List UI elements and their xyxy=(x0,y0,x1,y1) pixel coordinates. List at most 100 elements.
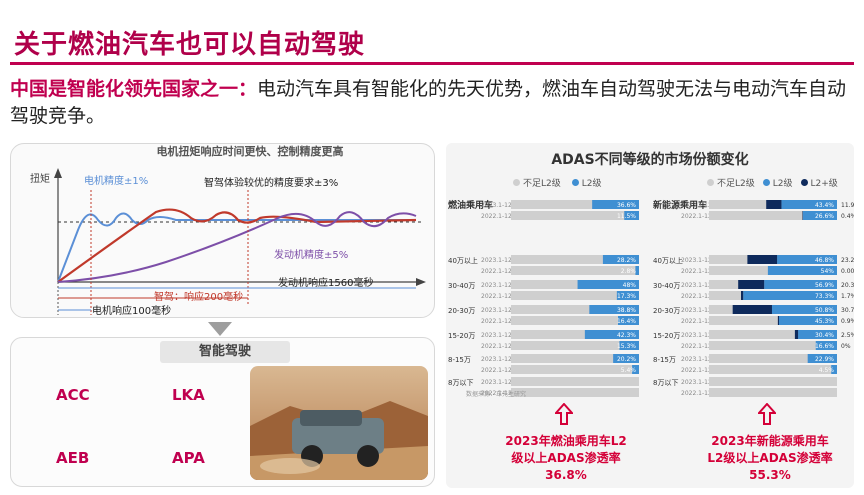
bar-l2 xyxy=(831,365,837,374)
period-label: 2022.1-12 xyxy=(681,343,712,350)
subtitle-highlight: 中国是智能化领先国家之一： xyxy=(10,78,258,100)
bar-l2-value: 20.2% xyxy=(617,356,636,363)
bar-l2-value: 36.6% xyxy=(617,202,636,209)
left-callout-line1: 2023年燃油乘用车L2 xyxy=(505,434,627,448)
bar-l2 xyxy=(602,255,639,264)
bar-l2 xyxy=(807,354,837,363)
category-label: 30-40万 xyxy=(448,282,475,290)
smart-driving-label: 智能驾驶 xyxy=(160,341,290,363)
period-label: 2023.1-12 xyxy=(481,257,512,264)
bar-l2plus-label: 0% xyxy=(841,343,851,350)
bar-l2-value: 73.3% xyxy=(815,293,834,300)
bar-l2-value: 45.3% xyxy=(815,318,834,325)
period-label: 2023.1-12 xyxy=(481,307,512,314)
feature-lka: LKA xyxy=(172,386,205,404)
slide-subtitle: 中国是智能化领先国家之一：电动汽车具有智能化的先天优势，燃油车自动驾驶无法与电动… xyxy=(10,76,860,130)
bar-l2 xyxy=(781,200,837,209)
torque-chart-panel xyxy=(10,143,435,318)
category-label: 8万以下 xyxy=(448,379,473,387)
bar-below-l2 xyxy=(709,341,837,350)
bar-l2-value: 16.6% xyxy=(815,343,834,350)
bar-l2 xyxy=(815,341,837,350)
category-label: 15-20万 xyxy=(653,332,680,340)
flow-down-arrow xyxy=(208,322,232,336)
bar-l2-value: 30.4% xyxy=(815,332,834,339)
y-axis-arrow xyxy=(54,168,62,178)
legend-below-l2-r: 不足L2级 xyxy=(717,179,755,189)
bar-l2 xyxy=(577,280,639,289)
period-label: 2022.1-12 xyxy=(481,318,512,325)
bar-l2 xyxy=(589,305,639,314)
bar-l2plus-label: 1.7% xyxy=(841,293,854,300)
engine-response-label: 发动机响应1560毫秒 xyxy=(278,276,373,289)
adas-title: ADAS不同等级的市场份额变化 xyxy=(551,152,749,168)
period-label: 2023.1-12 xyxy=(481,356,512,363)
period-label: 2023.1-12 xyxy=(681,379,712,386)
left-up-arrow xyxy=(555,403,573,425)
legend-l2: L2级 xyxy=(581,179,602,189)
bar-below-l2 xyxy=(511,266,639,275)
bar-l2-value: 11.5% xyxy=(617,213,636,220)
bar-l2-value: 54% xyxy=(821,268,835,275)
category-label: 新能源乘用车 xyxy=(653,199,707,211)
legend-dot-l2plus xyxy=(800,179,808,186)
period-label: 2023.1-12 xyxy=(681,307,712,314)
period-label: 2023.1-12 xyxy=(481,282,512,289)
bar-l2-value: 22.9% xyxy=(815,356,834,363)
bar-l2 xyxy=(632,365,639,374)
right-callout: 2023年新能源乘用车 L2级以上ADAS渗透率 55.3% xyxy=(680,433,860,484)
category-label: 8万以下 xyxy=(653,379,678,387)
bar-l2-value: 16.4% xyxy=(617,318,636,325)
category-label: 20-30万 xyxy=(653,307,680,315)
bar-l2 xyxy=(802,211,837,220)
period-label: 2022.1-12 xyxy=(681,213,712,220)
bar-l2-value: 48% xyxy=(623,282,637,289)
bar-l2plus xyxy=(766,200,782,209)
period-label: 2022.1-12 xyxy=(481,367,512,374)
bar-below-l2 xyxy=(709,365,837,374)
bar-l2-value: 17.3% xyxy=(617,293,636,300)
period-label: 2022.1-12 xyxy=(681,293,712,300)
bar-below-l2 xyxy=(511,377,639,386)
motor-curve xyxy=(57,212,416,283)
bar-l2 xyxy=(616,291,639,300)
bar-l2-value: 56.9% xyxy=(815,282,834,289)
bar-below-l2 xyxy=(709,330,837,339)
period-label: 2023.1-12 xyxy=(681,356,712,363)
bar-l2 xyxy=(584,330,639,339)
period-label: 2023.1-12 xyxy=(681,282,712,289)
bar-l2 xyxy=(743,291,837,300)
category-label: 燃油乘用车 xyxy=(448,199,493,211)
bar-l2 xyxy=(592,200,639,209)
torque-ylabel: 扭矩 xyxy=(30,172,50,185)
period-label: 2022.1-12 xyxy=(681,268,712,275)
engine-curve xyxy=(57,211,417,283)
bar-l2 xyxy=(777,255,837,264)
bar-below-l2 xyxy=(511,330,639,339)
bar-l2 xyxy=(764,280,837,289)
motor-precision-label: 电机精度±1% xyxy=(84,174,148,187)
bar-l2-value: 38.8% xyxy=(617,307,636,314)
bar-below-l2 xyxy=(511,341,639,350)
period-label: 2023.1-12 xyxy=(681,257,712,264)
right-up-arrow xyxy=(758,403,776,425)
bar-l2-value: 28.2% xyxy=(617,257,636,264)
motor-response-label: 电机响应100毫秒 xyxy=(92,304,171,315)
period-label: 2023.1-12 xyxy=(481,202,512,209)
period-label: 2022.1-12 xyxy=(481,213,512,220)
right-callout-value: 55.3% xyxy=(749,468,791,482)
period-label: 2023.1-12 xyxy=(681,332,712,339)
bar-l2plus-label: 30.7% xyxy=(841,307,854,314)
period-label: 2023.1-12 xyxy=(481,379,512,386)
bar-below-l2 xyxy=(709,388,837,397)
bar-below-l2 xyxy=(511,291,639,300)
bar-below-l2 xyxy=(511,305,639,314)
period-label: 2022.1-12 xyxy=(481,343,512,350)
bar-l2 xyxy=(767,266,837,275)
legend-below-l2: 不足L2级 xyxy=(523,179,561,189)
bar-l2plus xyxy=(738,280,765,289)
period-label: 2022.1-12 xyxy=(681,318,712,325)
category-label: 15-20万 xyxy=(448,332,475,340)
bar-l2 xyxy=(771,305,837,314)
